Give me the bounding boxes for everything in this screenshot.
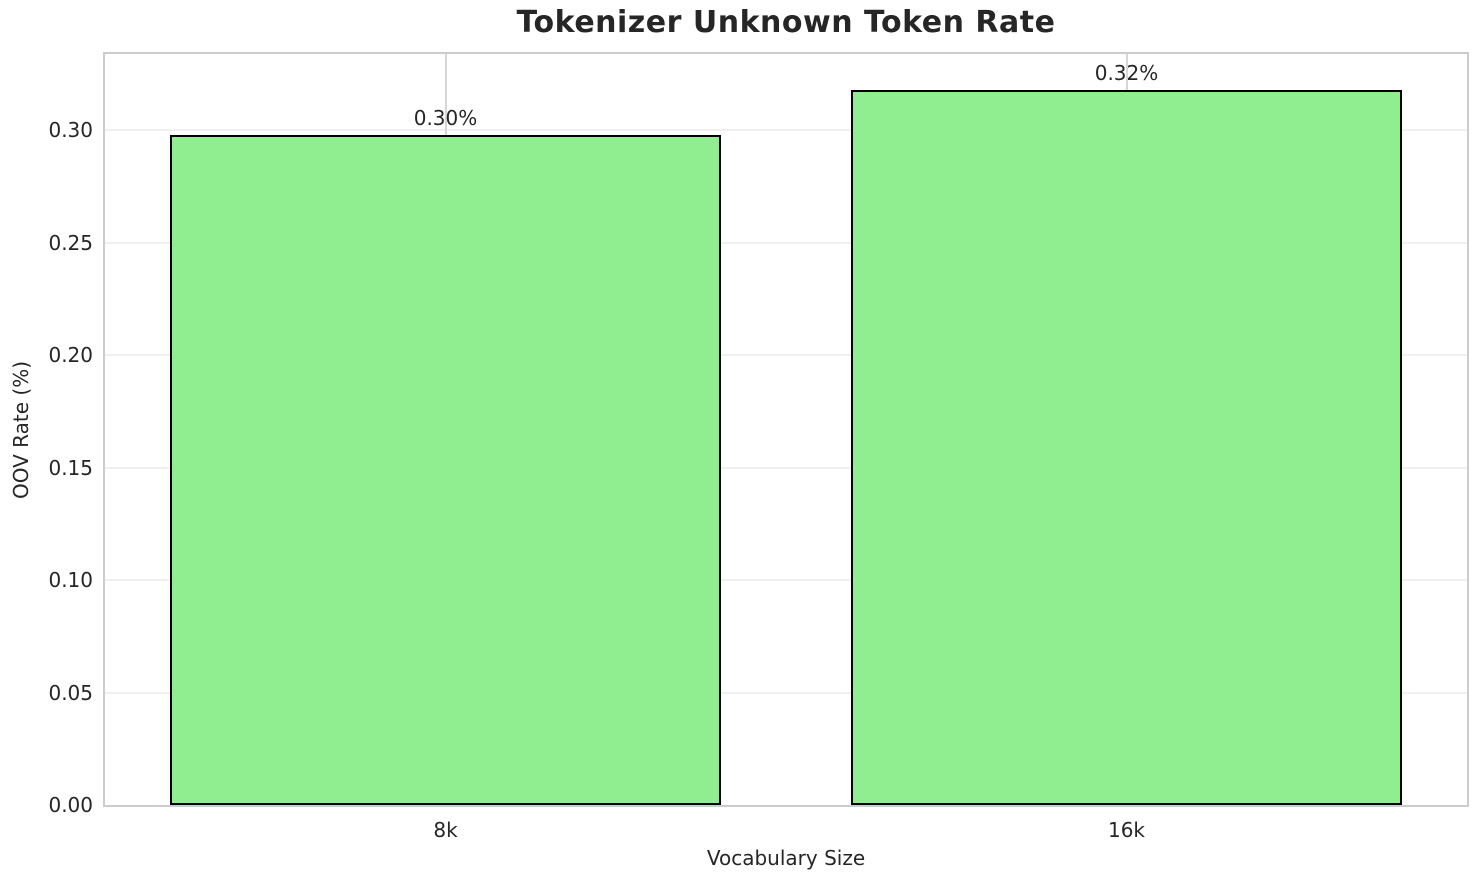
bar <box>850 89 1403 805</box>
gridline-horizontal <box>105 354 1467 357</box>
y-tick-label: 0.05 <box>48 680 93 705</box>
y-tick-label: 0.20 <box>48 343 93 368</box>
x-tick-label: 16k <box>1107 818 1146 842</box>
bar-value-label: 0.30% <box>413 105 478 130</box>
gridline-horizontal <box>105 241 1467 244</box>
y-tick-label: 0.00 <box>48 793 93 817</box>
gridline-horizontal <box>105 129 1467 132</box>
chart-title: Tokenizer Unknown Token Rate <box>516 5 1056 40</box>
x-axis-label: Vocabulary Size <box>706 846 866 870</box>
bar-value-label: 0.32% <box>1094 60 1159 85</box>
y-tick-label: 0.25 <box>48 230 93 255</box>
y-tick-label: 0.15 <box>48 455 93 480</box>
gridline-horizontal <box>105 691 1467 694</box>
plot-area: 0.00 0.05 0.10 0.15 0.20 0.25 0.30 0.30% 8k 0.32%… <box>48 52 1469 842</box>
y-axis-label: OOV Rate (%) <box>9 361 33 499</box>
bar <box>169 134 722 805</box>
y-tick-label: 0.10 <box>48 568 93 593</box>
gridline-horizontal <box>105 579 1467 582</box>
x-tick-label: 8k <box>433 818 458 842</box>
gridline-horizontal <box>105 466 1467 469</box>
y-tick-label: 0.30 <box>48 118 93 143</box>
